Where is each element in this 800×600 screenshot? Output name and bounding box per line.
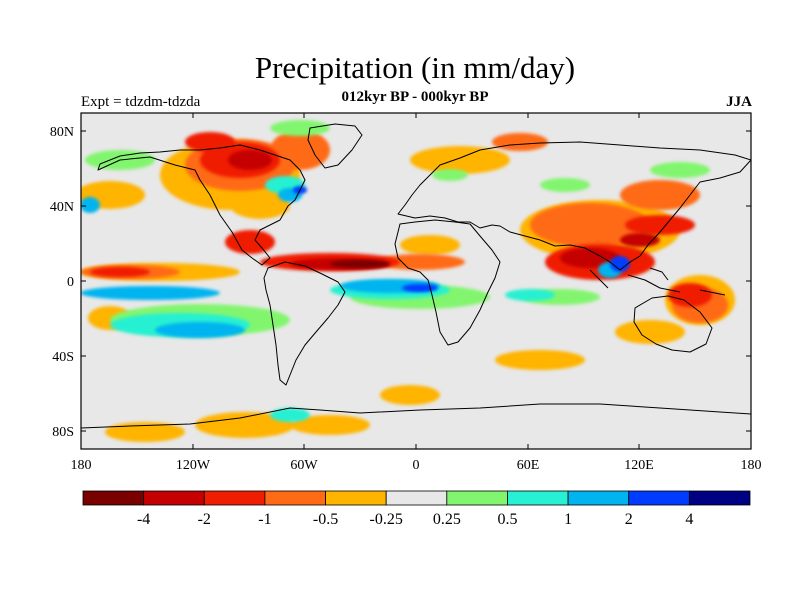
anomaly-region — [650, 162, 710, 178]
colorbar-label: 0.5 — [497, 511, 517, 528]
colorbar-swatch — [264, 490, 326, 506]
precipitation-anomaly-field — [81, 120, 735, 442]
colorbar-swatch — [507, 490, 569, 506]
anomaly-region — [270, 130, 330, 170]
colorbar-label: -0.25 — [370, 511, 403, 528]
colorbar-swatch — [82, 490, 145, 506]
coastlines — [81, 123, 751, 429]
anomaly-region — [185, 132, 235, 152]
lat-label: 0 — [67, 275, 74, 290]
anomaly-region — [230, 191, 290, 219]
anomaly-region — [432, 169, 468, 181]
anomaly-region — [540, 178, 590, 192]
anomaly-region — [105, 422, 185, 442]
lon-label: 60E — [517, 458, 540, 473]
lon-label: 60W — [290, 458, 318, 473]
colorbar-swatch — [446, 490, 508, 506]
lat-label: 40N — [50, 200, 74, 215]
colorbar-labels: -4 -2 -1 -0.5 -0.25 0.25 0.5 1 2 4 — [137, 511, 693, 528]
map-title: Precipitation (in mm/day) — [254, 50, 576, 85]
experiment-label: Expt = tdzdm-tdzda — [81, 94, 201, 110]
anomaly-region — [81, 197, 100, 213]
latitude-axis — [81, 130, 751, 432]
map-subtitle: 012kyr BP - 000kyr BP — [341, 89, 489, 105]
colorbar-label: 0.25 — [433, 511, 461, 528]
lon-label: 0 — [413, 458, 420, 473]
anomaly-region — [195, 412, 295, 438]
colorbar-label: 1 — [564, 511, 572, 528]
colorbar-label: 4 — [685, 511, 693, 528]
anomaly-region — [668, 283, 712, 307]
anomaly-region — [90, 267, 150, 277]
coastline-europe-asia — [397, 141, 751, 271]
map-panel — [80, 112, 752, 450]
anomaly-region — [270, 408, 310, 422]
anomaly-region — [620, 233, 660, 247]
coastline-antarctica — [81, 403, 751, 429]
anomaly-region — [330, 260, 390, 268]
lon-label: 120E — [624, 458, 654, 473]
colorbar-label: -2 — [198, 511, 211, 528]
lon-label: 180 — [71, 458, 92, 473]
anomaly-region — [410, 146, 510, 174]
anomaly-region — [620, 180, 700, 210]
anomaly-region — [495, 350, 585, 370]
colorbar-swatch — [628, 490, 690, 506]
lat-label: 40S — [52, 350, 74, 365]
latitude-labels: 80N 40N 0 40S 80S — [50, 125, 74, 440]
colorbar — [82, 490, 751, 506]
colorbar-label: -0.5 — [313, 511, 338, 528]
anomaly-region — [615, 320, 685, 344]
anomaly-region — [625, 215, 695, 235]
colorbar-swatch — [143, 490, 205, 506]
coastline-south-america — [263, 261, 346, 386]
anomaly-region — [402, 284, 438, 292]
season-label: JJA — [726, 94, 752, 110]
longitude-axis — [80, 113, 752, 449]
colorbar-swatch — [567, 490, 630, 506]
colorbar-label: -1 — [258, 511, 271, 528]
anomaly-region — [228, 150, 272, 170]
coastline-maritime-islands — [589, 267, 726, 296]
colorbar-swatch — [385, 490, 448, 506]
colorbar-swatch — [325, 490, 387, 506]
lon-label: 180 — [741, 458, 762, 473]
coastline-greenland — [307, 123, 363, 169]
anomaly-region — [505, 289, 555, 301]
longitude-labels: 180 120W 60W 0 60E 120E 180 — [71, 458, 762, 473]
colorbar-swatch — [203, 490, 266, 506]
anomaly-region — [492, 133, 548, 151]
anomaly-region — [81, 286, 220, 300]
coastline-africa — [394, 219, 501, 346]
anomaly-region — [400, 235, 460, 255]
lat-label: 80S — [52, 425, 74, 440]
lon-label: 120W — [176, 458, 211, 473]
lat-label: 80N — [50, 125, 74, 140]
anomaly-region — [610, 256, 630, 272]
anomaly-region — [270, 120, 330, 136]
colorbar-swatch — [688, 490, 751, 506]
colorbar-label: -4 — [137, 511, 150, 528]
colorbar-label: 2 — [625, 511, 633, 528]
anomaly-region — [380, 385, 440, 405]
anomaly-region — [290, 415, 370, 435]
anomaly-region — [155, 322, 245, 338]
anomaly-region — [530, 203, 650, 247]
coastline-north-america — [97, 144, 306, 266]
coastline-australia — [633, 295, 713, 353]
